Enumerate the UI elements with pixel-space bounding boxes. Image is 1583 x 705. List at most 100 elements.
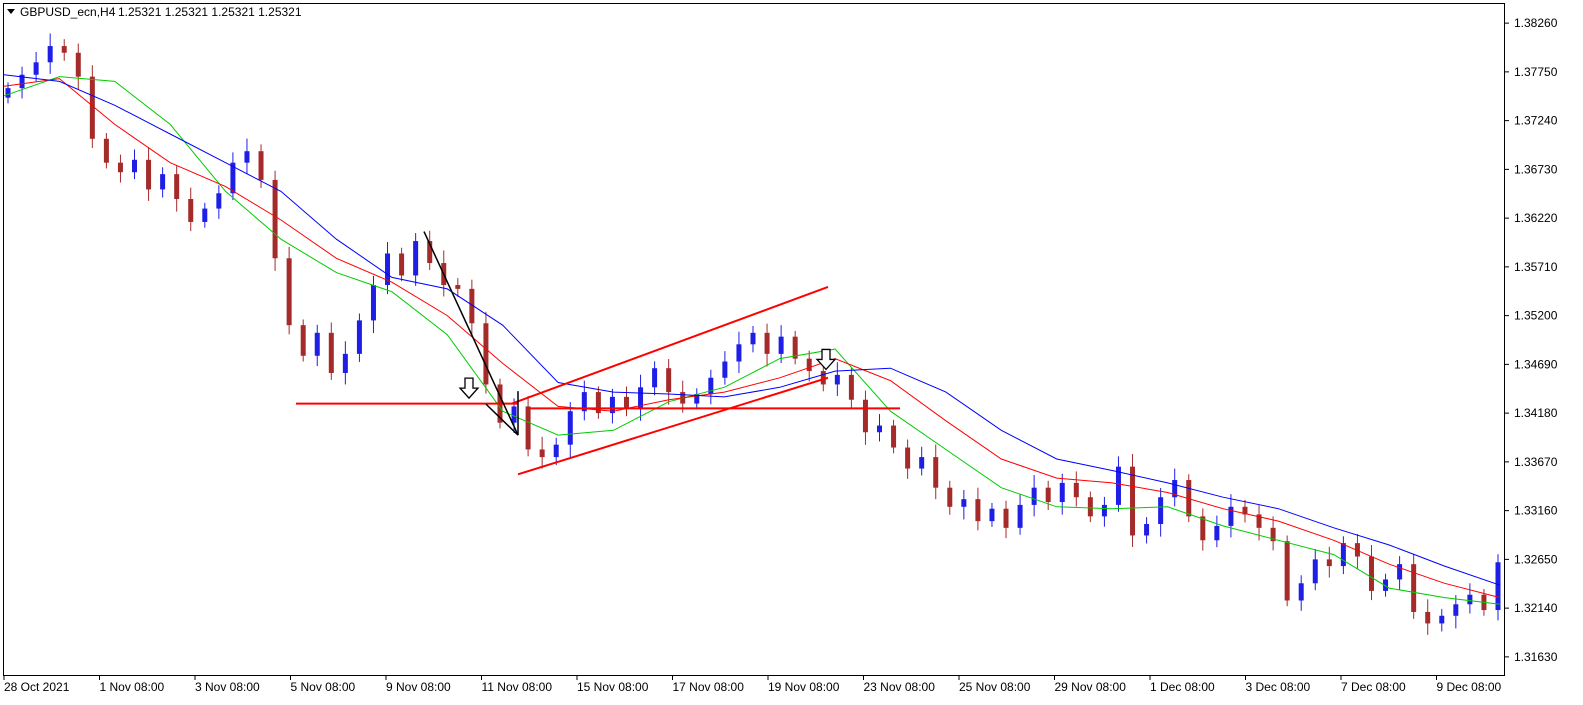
candle <box>1003 500 1009 539</box>
candle <box>877 414 883 442</box>
candle <box>862 390 868 445</box>
candle <box>1045 480 1051 511</box>
candle-body <box>314 332 320 356</box>
x-tick-label: 5 Nov 08:00 <box>291 680 356 694</box>
x-tick-label: 17 Nov 08:00 <box>673 680 745 694</box>
x-tick-label: 25 Nov 08:00 <box>959 680 1031 694</box>
x-tick-label: 15 Nov 08:00 <box>577 680 649 694</box>
candle <box>1172 468 1178 507</box>
x-tick-label: 11 Nov 08:00 <box>482 680 553 694</box>
candle <box>1495 554 1501 621</box>
candle <box>160 167 166 198</box>
candle-body <box>1017 504 1023 528</box>
plot-frame <box>3 3 1505 676</box>
candle-body <box>764 332 770 354</box>
candle <box>1368 545 1374 601</box>
candle <box>1017 494 1023 535</box>
candle <box>1326 546 1332 578</box>
candle <box>848 368 854 408</box>
down-trend-arrow[interactable] <box>423 231 519 436</box>
candle <box>806 350 812 382</box>
candle-body <box>1045 487 1051 503</box>
candle-body <box>539 449 545 458</box>
candle-body <box>609 396 615 414</box>
candle-body <box>778 336 784 354</box>
moving-averages-layer <box>3 74 1501 605</box>
candle-body <box>511 406 517 423</box>
candle <box>356 313 362 362</box>
candle <box>764 323 770 367</box>
candle-body <box>469 288 475 324</box>
dropdown-triangle-icon[interactable] <box>7 9 15 14</box>
candle <box>525 396 531 457</box>
candle <box>19 66 25 99</box>
candle <box>1354 533 1360 570</box>
candle-body <box>75 52 81 77</box>
candle <box>244 138 250 175</box>
candles-layer <box>5 33 1501 635</box>
candle-body <box>356 320 362 354</box>
candle-body <box>933 457 939 488</box>
candle-body <box>750 332 756 345</box>
candle <box>652 361 658 396</box>
candle-body <box>1228 506 1234 526</box>
candle-body <box>1383 579 1389 591</box>
candle <box>975 487 981 531</box>
candle-body <box>834 374 840 385</box>
candle <box>792 330 798 365</box>
sell-marker-2-icon[interactable] <box>815 348 837 371</box>
price-axis[interactable]: 1.38260 1.37750 1.37240 1.36730 1.36220 1.357… <box>1505 16 1558 664</box>
candle-body <box>47 46 53 63</box>
candle <box>1073 471 1079 507</box>
candle-body <box>1270 527 1276 542</box>
candle <box>174 164 180 212</box>
rising-channel-upper[interactable] <box>511 286 829 405</box>
x-tick-label: 9 Nov 08:00 <box>386 680 451 694</box>
rising-channel-lower[interactable] <box>517 376 829 476</box>
candle-body <box>1158 497 1164 525</box>
candle <box>567 402 573 458</box>
candle <box>694 388 700 410</box>
candle <box>1453 595 1459 629</box>
candle-body <box>300 325 306 356</box>
candle <box>961 489 967 520</box>
candle-body <box>919 457 925 469</box>
candle <box>413 233 419 286</box>
candle <box>146 147 152 201</box>
candle-body <box>595 392 601 414</box>
candle-body <box>581 392 587 412</box>
candle-body <box>342 353 348 373</box>
sell-marker-1-icon[interactable] <box>458 377 480 400</box>
candle-body <box>1242 506 1248 515</box>
candle-body <box>132 159 138 173</box>
x-tick-label: 29 Nov 08:00 <box>1055 680 1127 694</box>
y-tick-label: 1.31630 <box>1514 650 1558 664</box>
candle-body <box>1368 556 1374 591</box>
candle <box>230 152 236 201</box>
candle-body <box>806 358 812 372</box>
candle-body <box>188 199 194 222</box>
candle <box>947 480 953 515</box>
candle-body <box>877 425 883 433</box>
time-axis[interactable]: 28 Oct 2021 1 Nov 08:00 3 Nov 08:00 5 Nov 0… <box>3 676 1502 694</box>
candle-body <box>174 174 180 200</box>
candle-body <box>1003 508 1009 528</box>
candle-body <box>623 396 629 410</box>
candle <box>1242 499 1248 523</box>
ohlc-readout: 1.25321 1.25321 1.25321 1.25321 <box>118 5 302 19</box>
candle-body <box>328 332 334 373</box>
symbol-label: GBPUSD_ecn,H4 <box>20 5 116 19</box>
candle <box>834 362 840 396</box>
candle <box>989 502 995 527</box>
candle-body <box>455 285 461 289</box>
candle-body <box>567 411 573 445</box>
candle <box>89 65 95 148</box>
annotations-layer <box>296 231 900 476</box>
candle-body <box>666 368 672 393</box>
candle-body <box>1101 504 1107 517</box>
candle-body <box>286 258 292 326</box>
candle-body <box>891 425 897 448</box>
x-tick-label: 19 Nov 08:00 <box>768 680 840 694</box>
candle-body <box>1312 559 1318 584</box>
